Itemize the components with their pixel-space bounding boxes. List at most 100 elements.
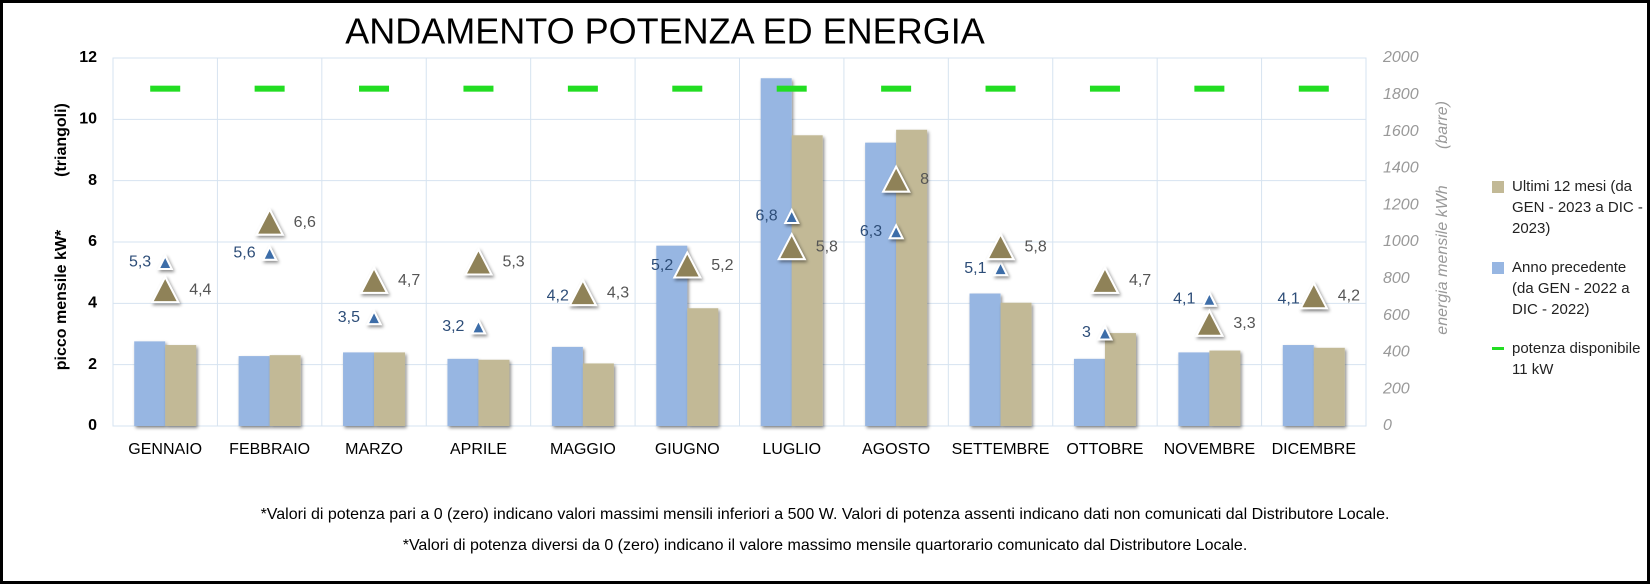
data-label: 5,2 (651, 257, 673, 274)
bar (551, 346, 583, 426)
triangle-marker (254, 207, 285, 236)
triangle-marker (1201, 290, 1218, 307)
data-label: 3 (1082, 324, 1091, 341)
bar (1178, 352, 1210, 426)
y2-tick-label: 600 (1383, 307, 1410, 324)
y-tick-label: 4 (88, 295, 97, 312)
available-power-mark (359, 85, 390, 92)
x-tick-label: MAGGIO (550, 441, 616, 458)
x-tick-label: GIUGNO (655, 441, 720, 458)
bar (478, 359, 510, 426)
triangle-marker (992, 259, 1009, 277)
y-axis-label: picco mensile kW* (53, 229, 70, 370)
available-power-mark (985, 85, 1016, 92)
y2-tick-label: 200 (1382, 380, 1410, 397)
x-tick-label: APRILE (450, 441, 507, 458)
triangle-marker (672, 250, 702, 279)
available-power-mark (881, 85, 912, 92)
legend-swatch (1492, 262, 1504, 274)
triangle-marker (359, 265, 389, 294)
data-label: 5,2 (711, 257, 733, 274)
y-tick-label: 8 (88, 172, 97, 189)
triangle-marker (463, 247, 494, 276)
x-tick-label: DICEMBRE (1272, 441, 1356, 458)
triangle-marker (881, 164, 911, 193)
data-label: 5,3 (129, 254, 151, 271)
data-label: 4,1 (1278, 290, 1300, 307)
y2-axis-label: energia mensile kWh (1434, 185, 1451, 335)
bar (969, 293, 1001, 426)
data-label: 5,1 (964, 260, 986, 277)
y2-axis-label-note: (barre) (1434, 101, 1451, 149)
triangle-marker (985, 231, 1016, 261)
bar (1000, 302, 1032, 426)
data-label: 6,6 (294, 214, 316, 231)
legend-swatch (1492, 347, 1504, 350)
bar (238, 356, 270, 426)
y-tick-label: 12 (79, 49, 97, 66)
triangle-marker (1090, 265, 1120, 294)
triangle-marker (1096, 324, 1114, 341)
data-label: 4,7 (1129, 272, 1151, 289)
x-tick-label: LUGLIO (762, 441, 821, 458)
y2-tick-label: 1400 (1383, 160, 1419, 177)
y2-tick-label: 800 (1383, 270, 1410, 287)
y2-tick-label: 1000 (1383, 233, 1419, 250)
triangle-marker (1299, 281, 1329, 310)
y2-tick-label: 400 (1383, 344, 1410, 361)
bar (269, 355, 301, 426)
data-label: 3,2 (442, 318, 464, 335)
triangle-marker (157, 253, 174, 270)
data-label: 4,2 (547, 287, 569, 304)
triangle-marker (783, 207, 800, 224)
data-label: 5,6 (233, 244, 255, 261)
bar (447, 358, 479, 426)
bar (582, 363, 614, 426)
data-label: 4,3 (607, 284, 629, 301)
bar (1313, 347, 1345, 426)
data-label: 3,5 (338, 309, 360, 326)
available-power-mark (776, 85, 807, 92)
available-power-mark (463, 85, 494, 92)
available-power-mark (1194, 85, 1225, 92)
y-tick-label: 2 (88, 356, 97, 373)
bar (374, 352, 406, 426)
triangle-marker (150, 274, 180, 304)
data-label: 3,3 (1233, 315, 1255, 332)
x-tick-label: AGOSTO (862, 441, 930, 458)
data-label: 5,8 (1025, 238, 1047, 255)
available-power-mark (1089, 85, 1120, 92)
x-tick-label: FEBBRAIO (229, 441, 310, 458)
data-label: 5,3 (502, 254, 524, 271)
triangle-marker (568, 277, 598, 307)
y2-tick-label: 1800 (1383, 86, 1419, 103)
x-tick-label: GENNAIO (128, 441, 202, 458)
footnote: *Valori di potenza diversi da 0 (zero) i… (403, 537, 1248, 554)
available-power-mark (150, 85, 181, 92)
y-tick-label: 0 (88, 417, 97, 434)
bar (165, 345, 197, 426)
triangle-marker (470, 318, 487, 335)
bar (343, 352, 375, 426)
chart-title: ANDAMENTO POTENZA ED ENERGIA (345, 11, 984, 52)
available-power-mark (1298, 85, 1329, 92)
available-power-mark (254, 85, 285, 92)
bar (791, 135, 823, 426)
data-label: 4,1 (1173, 290, 1195, 307)
legend-label: potenza disponibile 11 kW (1512, 340, 1641, 378)
y-tick-label: 10 (79, 111, 97, 128)
data-label: 6,8 (755, 208, 777, 225)
available-power-mark (567, 85, 598, 92)
y2-tick-label: 2000 (1382, 49, 1419, 66)
bar (1104, 333, 1136, 426)
available-power-mark (672, 85, 703, 92)
x-tick-label: SETTEMBRE (952, 441, 1050, 458)
data-label: 8 (920, 171, 929, 188)
data-label: 6,3 (860, 223, 882, 240)
legend-swatch (1492, 181, 1504, 193)
bar (1209, 350, 1241, 426)
triangle-marker (365, 308, 383, 326)
